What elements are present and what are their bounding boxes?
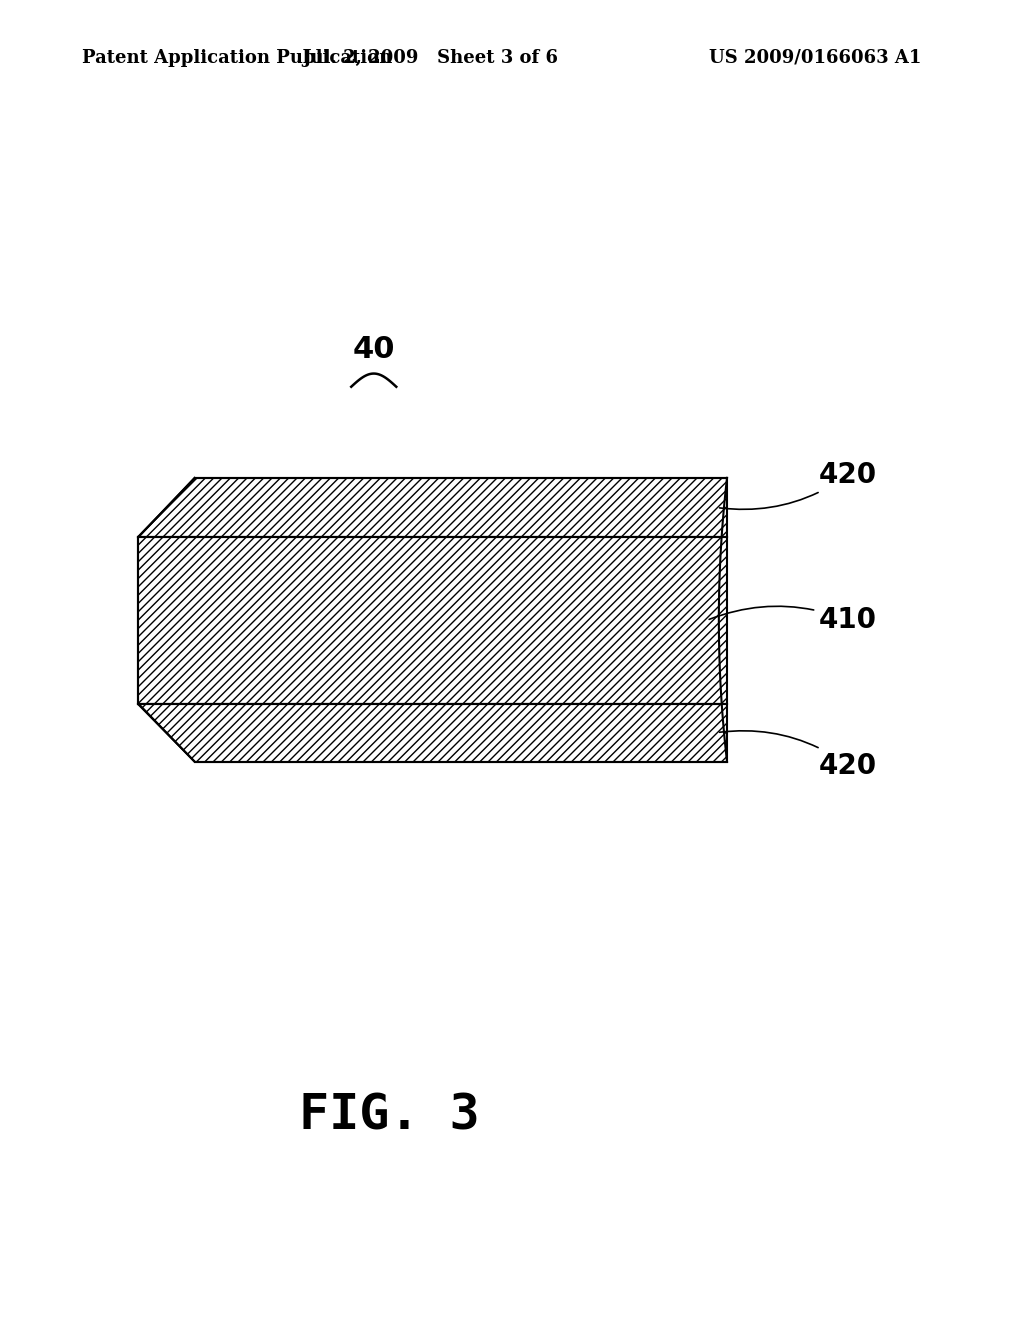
Text: 420: 420 xyxy=(720,731,878,780)
Text: 420: 420 xyxy=(720,461,878,510)
Text: FIG. 3: FIG. 3 xyxy=(299,1092,479,1139)
Polygon shape xyxy=(138,537,727,704)
Text: US 2009/0166063 A1: US 2009/0166063 A1 xyxy=(710,49,922,67)
Polygon shape xyxy=(138,478,727,537)
Polygon shape xyxy=(138,704,727,762)
Text: 40: 40 xyxy=(352,335,395,364)
Text: 410: 410 xyxy=(710,606,878,635)
Text: Jul. 2, 2009   Sheet 3 of 6: Jul. 2, 2009 Sheet 3 of 6 xyxy=(302,49,558,67)
Text: Patent Application Publication: Patent Application Publication xyxy=(82,49,392,67)
